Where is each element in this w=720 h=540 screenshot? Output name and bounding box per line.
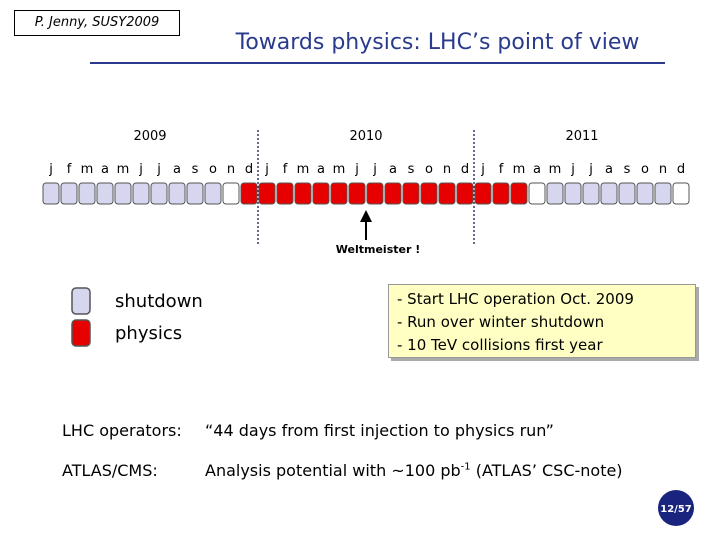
row-label: LHC operators:: [62, 421, 182, 440]
row-label: ATLAS/CMS:: [62, 461, 158, 480]
row-text: (ATLAS’ CSC-note): [470, 461, 623, 480]
month-box: [168, 182, 186, 205]
month-label: o: [209, 162, 217, 177]
month-label: a: [389, 162, 397, 177]
month-label: a: [533, 162, 541, 177]
marker-label: Weltmeister !: [336, 243, 420, 256]
month-label: j: [354, 162, 359, 177]
legend-label: physics: [115, 323, 182, 344]
month-box: [402, 182, 420, 205]
month-label: j: [264, 162, 269, 177]
month-label: o: [425, 162, 433, 177]
month-box: [654, 182, 672, 205]
month-box: [546, 182, 564, 205]
month-box: [258, 182, 276, 205]
month-label: j: [372, 162, 377, 177]
month-label: a: [317, 162, 325, 177]
month-box: [204, 182, 222, 205]
month-label: f: [67, 162, 72, 177]
month-box: [492, 182, 510, 205]
month-label: a: [605, 162, 613, 177]
month-label: d: [245, 162, 253, 177]
month-box: [96, 182, 114, 205]
month-box: [636, 182, 654, 205]
month-label: n: [659, 162, 667, 177]
title: Towards physics: LHC’s point of view: [235, 30, 640, 55]
month-label: m: [117, 162, 130, 177]
month-box: [186, 182, 204, 205]
month-label: j: [480, 162, 485, 177]
month-label: n: [443, 162, 451, 177]
month-box: [150, 182, 168, 205]
month-label: d: [461, 162, 469, 177]
legend-label: shutdown: [115, 291, 203, 312]
month-box: [528, 182, 546, 205]
year-label: 2011: [565, 129, 598, 144]
month-box: [42, 182, 60, 205]
month-box: [366, 182, 384, 205]
month-label: j: [138, 162, 143, 177]
legend-swatch: [71, 319, 91, 347]
year-label: 2009: [133, 129, 166, 144]
legend-swatch: [71, 287, 91, 315]
month-box: [114, 182, 132, 205]
note-line: - Start LHC operation Oct. 2009: [397, 290, 634, 308]
month-box: [78, 182, 96, 205]
month-label: m: [81, 162, 94, 177]
month-box: [438, 182, 456, 205]
month-box: [132, 182, 150, 205]
month-label: f: [499, 162, 504, 177]
month-label: j: [588, 162, 593, 177]
month-label: m: [333, 162, 346, 177]
month-box: [582, 182, 600, 205]
month-label: m: [549, 162, 562, 177]
month-box: [384, 182, 402, 205]
note-line: - 10 TeV collisions first year: [397, 336, 603, 354]
month-label: j: [570, 162, 575, 177]
month-box: [672, 182, 690, 205]
note-line: - Run over winter shutdown: [397, 313, 605, 331]
page-badge: [658, 490, 694, 526]
month-label: s: [624, 162, 631, 177]
month-box: [510, 182, 528, 205]
month-box: [600, 182, 618, 205]
row-text: Analysis potential with ~100 pb: [205, 461, 461, 480]
year-label: 2010: [349, 129, 382, 144]
row-text: Analysis potential with ~100 pb-1 (ATLAS…: [205, 461, 623, 480]
month-box: [618, 182, 636, 205]
month-box: [564, 182, 582, 205]
month-label: f: [283, 162, 288, 177]
month-label: a: [101, 162, 109, 177]
superscript: -1: [460, 461, 471, 473]
month-box: [348, 182, 366, 205]
month-label: d: [677, 162, 685, 177]
month-label: j: [48, 162, 53, 177]
month-label: j: [156, 162, 161, 177]
month-box: [276, 182, 294, 205]
month-box: [240, 182, 258, 205]
month-box: [312, 182, 330, 205]
arrow-head: [360, 210, 372, 222]
month-label: m: [513, 162, 526, 177]
month-box: [60, 182, 78, 205]
month-box: [474, 182, 492, 205]
month-box: [420, 182, 438, 205]
row-text: “44 days from first injection to physics…: [205, 421, 554, 440]
month-box: [222, 182, 240, 205]
page-number: 12/57: [660, 504, 692, 515]
month-label: s: [408, 162, 415, 177]
title-rule: [90, 62, 665, 64]
month-label: a: [173, 162, 181, 177]
month-box: [330, 182, 348, 205]
month-label: s: [192, 162, 199, 177]
author: P. Jenny, SUSY2009: [14, 10, 180, 36]
month-box: [456, 182, 474, 205]
month-label: o: [641, 162, 649, 177]
month-label: m: [297, 162, 310, 177]
month-label: n: [227, 162, 235, 177]
note: - Start LHC operation Oct. 2009 - Run ov…: [388, 284, 696, 358]
month-box: [294, 182, 312, 205]
